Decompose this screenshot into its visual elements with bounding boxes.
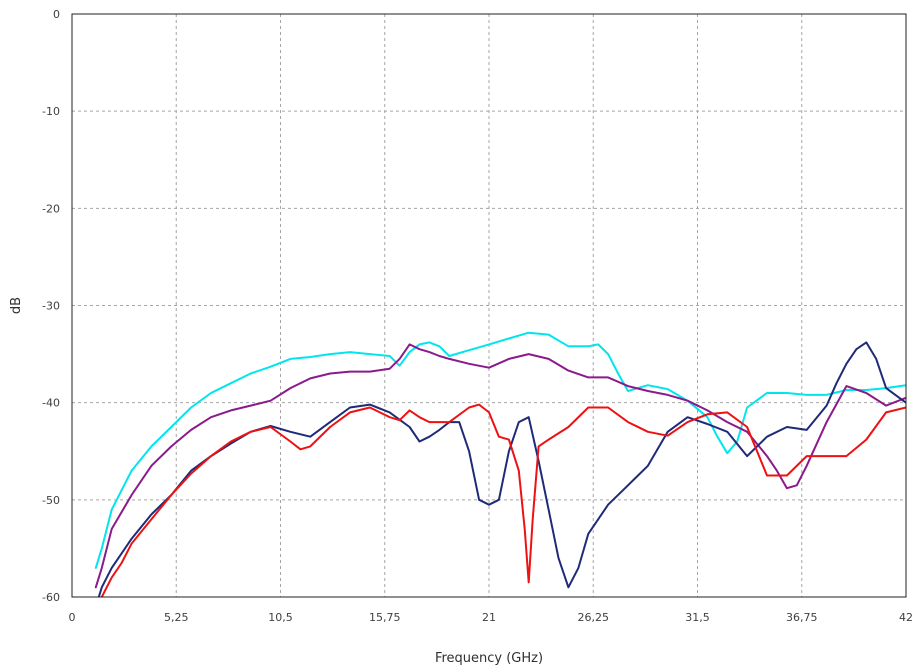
x-tick-label: 15,75 <box>369 611 401 624</box>
x-tick-label: 21 <box>482 611 496 624</box>
series-layer <box>94 331 906 597</box>
y-tick-label: -30 <box>42 300 60 313</box>
grid <box>72 14 906 597</box>
y-tick-label: 0 <box>53 8 60 21</box>
y-tick-label: -60 <box>42 591 60 604</box>
series-line-2 <box>94 343 906 589</box>
y-tick-label: -20 <box>42 202 60 215</box>
x-tick-label: 31,5 <box>685 611 710 624</box>
x-tick-label: 0 <box>69 611 76 624</box>
y-tick-labels: 0 -10 -20 -30 -40 -50 -60 <box>42 8 60 604</box>
x-tick-label: 36,75 <box>786 611 818 624</box>
x-tick-label: 42 <box>899 611 913 624</box>
series-line-4 <box>100 403 906 597</box>
x-tick-label: 10,5 <box>268 611 293 624</box>
y-tick-label: -40 <box>42 397 60 410</box>
y-tick-label: -10 <box>42 105 60 118</box>
y-tick-label: -50 <box>42 494 60 507</box>
x-axis-title: Frequency (GHz) <box>435 651 543 666</box>
plot-frame <box>71 13 907 598</box>
series-line-1 <box>94 331 906 569</box>
x-tick-labels: 0 5,25 10,5 15,75 21 26,25 31,5 36,75 42 <box>69 611 914 624</box>
x-tick-label: 5,25 <box>164 611 189 624</box>
x-tick-label: 26,25 <box>578 611 610 624</box>
y-axis-title: dB <box>9 297 24 314</box>
